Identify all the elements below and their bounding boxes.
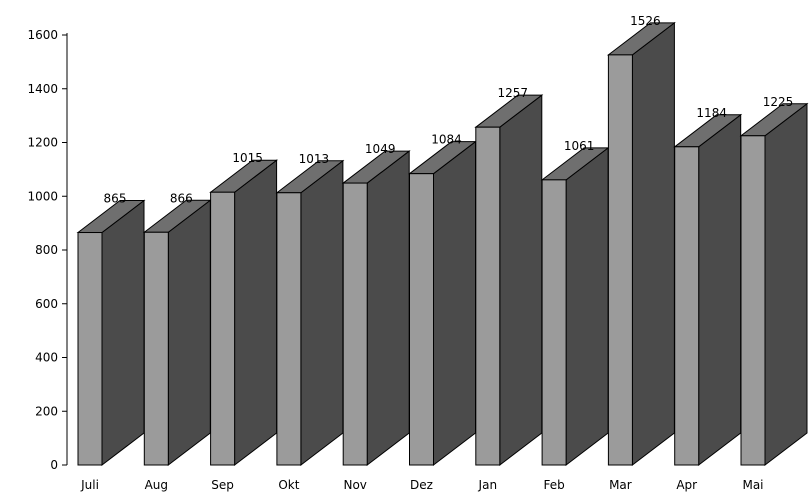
x-tick-label: Mar: [609, 478, 632, 492]
data-label: 866: [170, 191, 193, 205]
bars: [76, 21, 809, 467]
bar-side-face: [234, 159, 278, 467]
bar-front-face: [210, 191, 236, 466]
bar: [673, 113, 743, 467]
bar-side-face: [167, 199, 211, 467]
x-tick-label: Okt: [278, 478, 299, 492]
x-tick-label: Aug: [145, 478, 168, 492]
y-tick-label: 200: [35, 404, 58, 418]
bar-side-face: [565, 146, 609, 467]
bar-side-face: [698, 113, 742, 467]
bar-front-face: [342, 182, 368, 466]
bar-side-face: [433, 140, 476, 467]
x-tick-label: Dez: [410, 478, 433, 492]
bar: [474, 94, 544, 467]
data-label: 1084: [431, 133, 462, 147]
data-label: 1049: [365, 142, 396, 156]
bar-front-face: [674, 146, 700, 466]
bar-front-face: [77, 232, 103, 466]
x-tick-label: Mai: [742, 478, 763, 492]
axes: 0 200 400 600 800 1000 1200 1400 1600: [27, 28, 68, 472]
x-tick-label: Sep: [211, 478, 234, 492]
data-label: 865: [104, 192, 127, 206]
labels: 865 Juli 866 Aug 1015 Sep 1013 Okt 1049 Nov 1084 De…: [80, 14, 793, 492]
bar: [408, 140, 477, 467]
bar-side-face: [366, 150, 410, 467]
bar: [540, 146, 610, 467]
data-label: 1184: [696, 106, 727, 120]
bar-side-face: [764, 102, 808, 467]
x-tick-label: Feb: [543, 478, 564, 492]
bar: [76, 199, 146, 467]
bar: [275, 159, 345, 467]
x-tick-label: Apr: [676, 478, 697, 492]
y-tick-label: 1200: [27, 136, 58, 150]
x-tick-label: Jan: [478, 478, 498, 492]
bar-front-face: [607, 54, 633, 466]
bar: [341, 150, 411, 467]
bar-side-face: [300, 159, 344, 467]
y-tick-label: 400: [35, 351, 58, 365]
data-label: 1015: [232, 151, 263, 165]
y-tick-label: 1600: [27, 28, 58, 42]
bar: [209, 159, 279, 467]
bar: [739, 102, 809, 467]
y-tick-label: 1400: [27, 82, 58, 96]
bar: [142, 199, 212, 467]
bar-front-face: [541, 179, 567, 466]
x-tick-label: Nov: [343, 478, 366, 492]
data-label: 1061: [564, 139, 595, 153]
x-tick-label: Juli: [80, 478, 99, 492]
bar-front-face: [143, 231, 169, 466]
data-label: 1013: [299, 152, 330, 166]
data-label: 1225: [763, 95, 794, 109]
bar-side-face: [499, 94, 543, 467]
bar-front-face: [475, 126, 501, 466]
bar-side-face: [101, 199, 145, 467]
bar-front-face: [409, 173, 434, 466]
bar: [606, 21, 676, 467]
bar-front-face: [740, 135, 766, 466]
bar-front-face: [276, 192, 302, 466]
data-label: 1526: [630, 14, 661, 28]
y-tick-label: 0: [50, 458, 58, 472]
bar-side-face: [631, 21, 675, 467]
data-label: 1257: [498, 86, 529, 100]
y-tick-label: 600: [35, 297, 58, 311]
y-tick-label: 800: [35, 243, 58, 257]
y-tick-label: 1000: [27, 189, 58, 203]
